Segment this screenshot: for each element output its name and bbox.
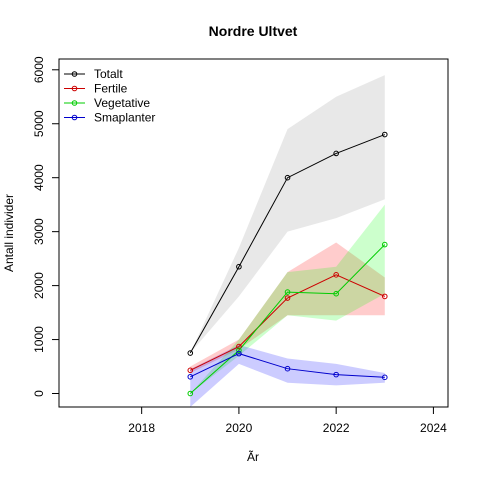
band-smaplanter (190, 344, 385, 407)
line-totalt (189, 134, 385, 354)
y-tick-label: 6000 (32, 56, 46, 83)
legend-marker (71, 100, 78, 106)
line-vegetative (189, 244, 386, 394)
point-vegetative-2020 (236, 347, 242, 354)
x-tick-label: 2020 (226, 421, 253, 435)
y-tick-label: 2000 (32, 272, 46, 299)
band-totalt (190, 75, 385, 354)
legend-label: Fertile (94, 82, 128, 96)
series-lines (189, 134, 386, 394)
point-vegetative-2022 (333, 290, 339, 297)
point-fertile-2022 (333, 272, 339, 278)
legend-label: Totalt (94, 67, 123, 81)
confidence-bands (190, 75, 385, 407)
x-axis-label: Ãr (247, 450, 259, 464)
legend-marker (71, 114, 78, 121)
y-axis-label: Antall individer (2, 194, 16, 272)
point-smaplanter-2023 (381, 374, 388, 381)
plot-frame (58, 58, 449, 408)
legend-item-totalt: Totalt (64, 67, 123, 81)
point-vegetative-2021 (284, 289, 291, 295)
point-vegetative-2019 (187, 390, 194, 397)
legend-item-smaplanter: Smaplanter (64, 111, 155, 125)
point-totalt-2020 (236, 263, 242, 270)
point-fertile-2021 (284, 295, 291, 301)
y-tick-label: 3000 (32, 218, 46, 245)
y-axis: 0 1000 2000 3000 4000 5000 6000 (32, 56, 59, 397)
point-totalt-2019 (187, 350, 194, 356)
legend-label: Smaplanter (94, 111, 155, 125)
point-smaplanter-2020 (236, 350, 242, 357)
point-fertile-2023 (381, 293, 388, 300)
y-tick-label: 5000 (32, 110, 46, 137)
x-axis: 2018 2020 2022 2024 (128, 407, 447, 435)
chart-title: Nordre Ultvet (209, 23, 298, 39)
point-smaplanter-2021 (284, 365, 291, 372)
y-tick-label: 0 (32, 390, 46, 397)
legend-item-vegetative: Vegetative (64, 96, 150, 110)
legend-item-fertile: Fertile (64, 82, 128, 96)
point-smaplanter-2022 (333, 371, 339, 378)
x-tick-label: 2018 (128, 421, 155, 435)
point-fertile-2020 (236, 343, 242, 350)
point-fertile-2019 (187, 367, 194, 374)
series-points (187, 131, 388, 397)
legend-label: Vegetative (94, 96, 150, 110)
legend-marker (71, 71, 78, 77)
point-totalt-2023 (381, 131, 388, 138)
line-smaplanter (190, 353, 385, 378)
point-vegetative-2023 (381, 241, 388, 248)
x-tick-label: 2022 (323, 421, 350, 435)
y-tick-label: 1000 (32, 326, 46, 353)
point-smaplanter-2019 (187, 373, 194, 380)
point-totalt-2021 (284, 174, 291, 181)
point-totalt-2022 (333, 150, 339, 157)
legend-marker (71, 85, 78, 92)
x-tick-label: 2024 (420, 421, 447, 435)
line-fertile (190, 274, 385, 371)
y-tick-label: 4000 (32, 164, 46, 191)
